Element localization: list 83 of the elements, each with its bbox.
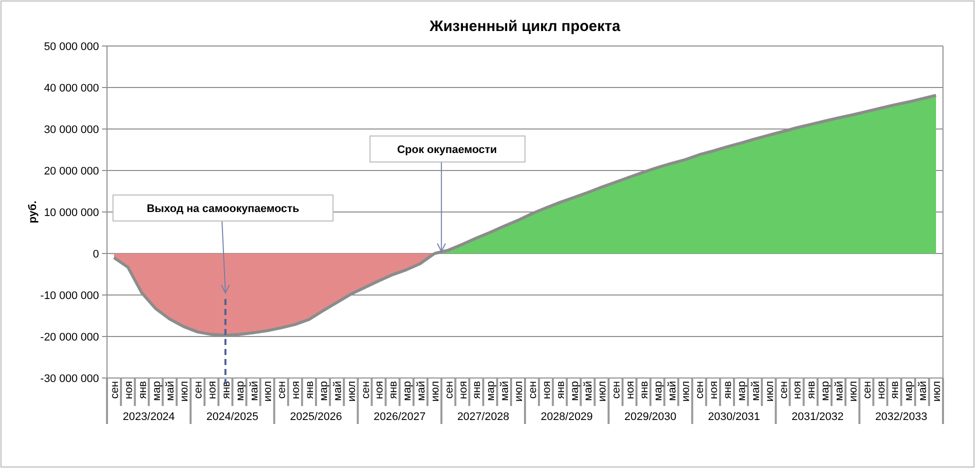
chart-title: Жизненный цикл проекта xyxy=(428,18,622,35)
x-tick-label: май xyxy=(499,381,512,401)
x-tick-label: мар xyxy=(903,381,916,401)
x-tick-label: сен xyxy=(778,381,790,399)
x-tick-label: янв xyxy=(889,380,902,399)
text: 2029/2030 xyxy=(624,411,676,423)
y-tick-label: 20 000 000 xyxy=(44,166,99,178)
text: 2032/2033 xyxy=(875,411,928,423)
text: 2024/2025 xyxy=(206,411,258,423)
x-tick-label: июл xyxy=(513,381,526,402)
x-tick-label: ноя xyxy=(792,380,804,400)
text: 2027/2028 xyxy=(457,411,510,423)
x-tick-label: июл xyxy=(847,381,860,402)
x-tick-label: сен xyxy=(694,381,706,399)
x-tick-label: май xyxy=(917,381,930,401)
x-tick-label: янв xyxy=(722,380,734,399)
x-tick-label: сен xyxy=(610,381,623,399)
x-tick-label: янв xyxy=(388,380,400,399)
y-tick-label: 30 000 000 xyxy=(44,124,99,136)
text: 2026/2027 xyxy=(374,411,426,423)
x-tick-label: янв xyxy=(220,380,232,399)
x-tick-label: сен xyxy=(526,381,539,399)
x-tick-label: мар xyxy=(820,381,832,401)
x-tick-label: сен xyxy=(276,381,288,399)
y-tick-label: 0 xyxy=(92,248,99,260)
x-tick-label: сен xyxy=(861,381,874,399)
y-tick-label: -10 000 000 xyxy=(40,290,99,302)
x-tick-label: мар xyxy=(485,381,498,401)
text: 2023/2024 xyxy=(122,411,175,423)
x-tick-label: май xyxy=(750,381,762,401)
x-tick-label: ноя xyxy=(374,380,386,400)
x-tick-label: мар xyxy=(402,381,414,401)
x-tick-label: сен xyxy=(108,381,121,399)
x-tick-label: ноя xyxy=(708,380,720,400)
x-tick-label: июл xyxy=(596,381,609,402)
text: 2031/2032 xyxy=(792,411,844,423)
x-tick-label: ноя xyxy=(624,380,636,400)
x-tick-label: янв xyxy=(471,380,484,399)
x-tick-label: янв xyxy=(806,380,818,399)
x-tick-label: май xyxy=(666,381,678,401)
y-tick-label: 10 000 000 xyxy=(44,207,99,219)
annotation: Выход на самоокупаемость xyxy=(146,203,300,215)
x-tick-label: июл xyxy=(931,381,944,402)
x-tick-label: ноя xyxy=(290,380,302,400)
text: 2030/2031 xyxy=(708,411,760,423)
y-axis-title: руб. xyxy=(27,200,39,224)
y-tick-label: 50 000 000 xyxy=(44,41,99,53)
x-tick-label: янв xyxy=(136,380,149,399)
x-tick-label: ноя xyxy=(875,380,888,400)
y-tick-label: 40 000 000 xyxy=(44,82,99,94)
x-tick-label: май xyxy=(164,381,177,401)
x-tick-label: мар xyxy=(568,381,581,401)
x-tick-label: янв xyxy=(638,380,650,399)
x-tick-label: мар xyxy=(150,381,163,401)
x-tick-label: ноя xyxy=(540,380,553,400)
x-tick-label: ноя xyxy=(206,380,218,400)
x-tick-label: май xyxy=(416,381,428,401)
x-tick-label: ноя xyxy=(457,380,470,400)
x-tick-label: июл xyxy=(262,381,274,402)
x-tick-label: июл xyxy=(680,381,692,402)
x-tick-label: май xyxy=(248,381,260,401)
x-tick-label: мар xyxy=(736,381,748,401)
x-tick-label: янв xyxy=(554,380,567,399)
x-tick-label: мар xyxy=(652,381,664,401)
text: 2025/2026 xyxy=(290,411,342,423)
x-tick-label: сен xyxy=(360,381,372,399)
annotation: Срок окупаемости xyxy=(397,144,497,156)
x-tick-label: июл xyxy=(178,381,191,402)
x-tick-label: июл xyxy=(764,381,776,402)
x-tick-label: мар xyxy=(234,381,246,401)
x-tick-label: июл xyxy=(429,381,442,402)
x-tick-label: июл xyxy=(346,381,358,402)
x-tick-label: сен xyxy=(443,381,456,399)
x-tick-label: янв xyxy=(304,380,316,399)
x-tick-label: май xyxy=(332,381,344,401)
y-tick-label: -30 000 000 xyxy=(40,373,99,385)
x-tick-label: май xyxy=(582,381,595,401)
x-tick-label: сен xyxy=(192,381,205,399)
x-tick-label: мар xyxy=(318,381,330,401)
x-tick-label: ноя xyxy=(122,380,135,400)
y-tick-label: -20 000 000 xyxy=(40,332,99,344)
x-tick-label: май xyxy=(834,381,846,401)
text: 2028/2029 xyxy=(540,411,593,423)
